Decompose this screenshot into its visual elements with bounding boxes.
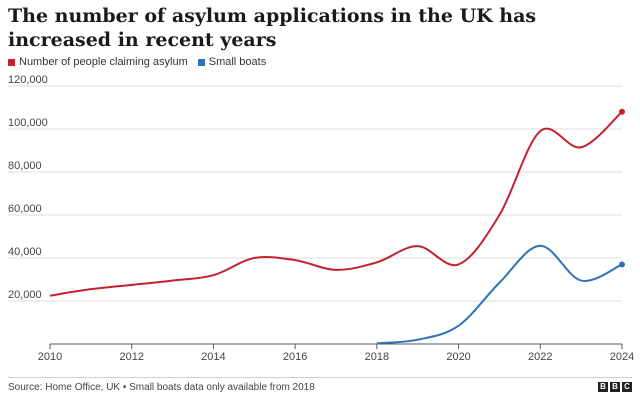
y-tick-label: 40,000 [8,246,42,258]
x-tick-label: 2016 [283,351,307,363]
series-line-asylum [49,111,623,297]
legend-item-small-boats: Small boats [197,56,267,68]
legend-item-asylum: Number of people claiming asylum [8,56,188,68]
x-tick-label: 2014 [201,351,225,363]
y-tick-label: 80,000 [8,160,42,172]
series-endpoint-small-boats [619,261,625,268]
x-tick-label: 2012 [119,351,143,363]
chart-title: The number of asylum applications in the… [8,5,537,51]
legend-swatch-small-boats [197,58,205,66]
y-tick-label: 120,000 [8,74,48,86]
logo-letter: B [610,382,620,392]
series-line-small-boats [376,244,623,345]
series-endpoint-asylum [619,108,625,115]
chart-legend: Number of people claiming asylum Small b… [8,56,266,68]
chart-footer: Source: Home Office, UK • Small boats da… [8,377,632,393]
bbc-logo: B B C [598,382,632,392]
x-tick-label: 2018 [365,351,389,363]
legend-swatch-asylum [8,58,15,66]
logo-letter: C [622,382,632,392]
y-tick-label: 60,000 [8,203,42,215]
x-tick-label: 2024 [610,351,634,363]
legend-label-asylum: Number of people claiming asylum [19,56,188,68]
x-tick-label: 2022 [528,351,552,363]
logo-letter: B [598,382,608,392]
x-tick-label: 2010 [38,351,62,363]
line-chart: 20,000 40,000 60,000 80,000 100,000 120,000 20… [8,74,634,363]
y-tick-label: 20,000 [8,289,42,301]
legend-label-small-boats: Small boats [208,56,267,68]
x-tick-label: 2020 [446,351,470,363]
source-note: Source: Home Office, UK • Small boats da… [8,382,315,393]
y-tick-label: 100,000 [8,117,48,129]
